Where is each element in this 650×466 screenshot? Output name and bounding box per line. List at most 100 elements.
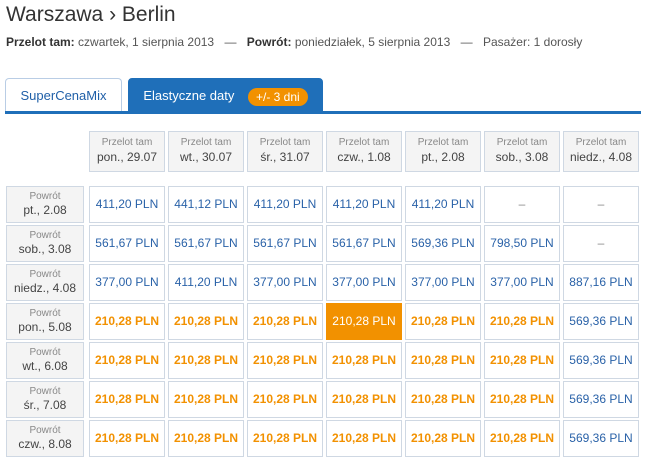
price-cell[interactable]: 569,36 PLN — [405, 225, 481, 262]
price-cell[interactable]: 210,28 PLN — [168, 342, 244, 379]
price-cell[interactable]: 561,67 PLN — [326, 225, 402, 262]
unavailable-cell: – — [563, 225, 639, 262]
tab-flexible-dates-label: Elastyczne daty — [143, 88, 235, 103]
price-cell[interactable]: 210,28 PLN — [89, 303, 165, 340]
price-cell[interactable]: 377,00 PLN — [326, 264, 402, 301]
flexible-dates-panel — [5, 111, 641, 466]
return-header-label: Powrót — [29, 425, 61, 436]
return-date-header: Powrót pt., 2.08 — [6, 186, 84, 223]
price-cell[interactable]: 210,28 PLN — [326, 420, 402, 457]
price-cell[interactable]: 210,28 PLN — [168, 381, 244, 418]
outbound-header-label: Przelot tam — [496, 137, 548, 148]
price-cell[interactable]: 210,28 PLN — [326, 342, 402, 379]
price-cell[interactable]: 411,20 PLN — [326, 186, 402, 223]
price-cell[interactable]: 210,28 PLN — [247, 342, 323, 379]
return-date-header: Powrót czw., 8.08 — [6, 420, 84, 457]
price-cell[interactable]: 377,00 PLN — [89, 264, 165, 301]
price-cell[interactable]: 210,28 PLN — [247, 381, 323, 418]
return-header-date: śr., 7.08 — [23, 398, 67, 412]
unavailable-cell: – — [563, 186, 639, 223]
return-header-date: czw., 8.08 — [18, 437, 72, 451]
return-header-label: Powrót — [29, 347, 61, 358]
return-label: Powrót: — [246, 35, 292, 49]
trip-summary: Przelot tam: czwartek, 1 sierpnia 2013 —… — [6, 35, 582, 49]
price-cell[interactable]: 561,67 PLN — [89, 225, 165, 262]
price-cell[interactable]: 569,36 PLN — [563, 420, 639, 457]
price-cell[interactable]: 411,20 PLN — [89, 186, 165, 223]
price-cell[interactable]: 210,28 PLN — [484, 342, 560, 379]
price-cell[interactable]: 210,28 PLN — [484, 420, 560, 457]
price-cell[interactable]: 210,28 PLN — [89, 420, 165, 457]
return-header-label: Powrót — [29, 269, 61, 280]
price-cell[interactable]: 441,12 PLN — [168, 186, 244, 223]
outbound-header-label: Przelot tam — [259, 137, 311, 148]
price-cell[interactable]: 569,36 PLN — [563, 303, 639, 340]
return-header-label: Powrót — [29, 230, 61, 241]
outbound-header-date: niedz., 4.08 — [569, 150, 633, 164]
price-cell[interactable]: 210,28 PLN — [405, 342, 481, 379]
return-date-header: Powrót wt., 6.08 — [6, 342, 84, 379]
price-cell[interactable]: 210,28 PLN — [326, 381, 402, 418]
price-cell[interactable]: 210,28 PLN — [484, 303, 560, 340]
price-cell[interactable]: 569,36 PLN — [563, 381, 639, 418]
outbound-date-header: Przelot tam pt., 2.08 — [405, 131, 481, 172]
price-cell[interactable]: 210,28 PLN — [247, 420, 323, 457]
separator: — — [460, 35, 473, 49]
return-date-header: Powrót pon., 5.08 — [6, 303, 84, 340]
outbound-header-date: pon., 29.07 — [96, 150, 158, 164]
price-cell[interactable]: 210,28 PLN — [247, 303, 323, 340]
return-date-header: Powrót sob., 3.08 — [6, 225, 84, 262]
return-header-date: pt., 2.08 — [23, 203, 67, 217]
outbound-header-label: Przelot tam — [417, 137, 469, 148]
unavailable-cell: – — [484, 186, 560, 223]
outbound-date-header: Przelot tam pon., 29.07 — [89, 131, 165, 172]
price-cell[interactable]: 210,28 PLN — [405, 420, 481, 457]
price-cell[interactable]: 561,67 PLN — [247, 225, 323, 262]
outbound-date-header: Przelot tam wt., 30.07 — [168, 131, 244, 172]
outbound-header-label: Przelot tam — [101, 137, 153, 148]
flex-range-badge: +/- 3 dni — [247, 87, 308, 106]
return-header-label: Powrót — [29, 308, 61, 319]
return-header-date: sob., 3.08 — [18, 242, 72, 256]
price-cell[interactable]: 210,28 PLN — [405, 381, 481, 418]
return-date: poniedziałek, 5 sierpnia 2013 — [294, 35, 451, 49]
outbound-header-date: śr., 31.07 — [260, 150, 310, 164]
price-cell[interactable]: 377,00 PLN — [405, 264, 481, 301]
return-header-date: pon., 5.08 — [18, 320, 72, 334]
view-tabs: SuperCenaMix Elastyczne daty +/- 3 dni — [5, 78, 641, 112]
outbound-label: Przelot tam: — [6, 35, 75, 49]
selected-price-cell[interactable]: 210,28 PLN — [326, 303, 402, 340]
return-date-header: Powrót śr., 7.08 — [6, 381, 84, 418]
price-cell[interactable]: 561,67 PLN — [168, 225, 244, 262]
price-cell[interactable]: 411,20 PLN — [247, 186, 323, 223]
outbound-header-label: Przelot tam — [575, 137, 627, 148]
outbound-header-date: czw., 1.08 — [337, 150, 391, 164]
outbound-date-header: Przelot tam czw., 1.08 — [326, 131, 402, 172]
separator: — — [224, 35, 237, 49]
outbound-header-date: wt., 30.07 — [179, 150, 233, 164]
price-cell[interactable]: 210,28 PLN — [89, 381, 165, 418]
price-cell[interactable]: 411,20 PLN — [168, 264, 244, 301]
price-cell[interactable]: 377,00 PLN — [247, 264, 323, 301]
price-cell[interactable]: 887,16 PLN — [563, 264, 639, 301]
tab-flexible-dates[interactable]: Elastyczne daty +/- 3 dni — [128, 78, 323, 112]
price-cell[interactable]: 210,28 PLN — [168, 420, 244, 457]
price-cell[interactable]: 210,28 PLN — [168, 303, 244, 340]
outbound-header-date: sob., 3.08 — [495, 150, 549, 164]
tab-supercenamix[interactable]: SuperCenaMix — [5, 78, 122, 112]
outbound-date-header: Przelot tam niedz., 4.08 — [563, 131, 639, 172]
passenger-count: Pasażer: 1 dorosły — [482, 35, 583, 49]
outbound-date: czwartek, 1 sierpnia 2013 — [78, 35, 215, 49]
outbound-date-header: Przelot tam śr., 31.07 — [247, 131, 323, 172]
return-header-date: wt., 6.08 — [22, 359, 68, 373]
price-cell[interactable]: 569,36 PLN — [563, 342, 639, 379]
return-header-label: Powrót — [29, 386, 61, 397]
price-cell[interactable]: 798,50 PLN — [484, 225, 560, 262]
price-cell[interactable]: 210,28 PLN — [89, 342, 165, 379]
outbound-header-label: Przelot tam — [338, 137, 390, 148]
return-header-date: niedz., 4.08 — [13, 281, 77, 295]
price-cell[interactable]: 377,00 PLN — [484, 264, 560, 301]
price-cell[interactable]: 210,28 PLN — [405, 303, 481, 340]
price-cell[interactable]: 411,20 PLN — [405, 186, 481, 223]
price-cell[interactable]: 210,28 PLN — [484, 381, 560, 418]
